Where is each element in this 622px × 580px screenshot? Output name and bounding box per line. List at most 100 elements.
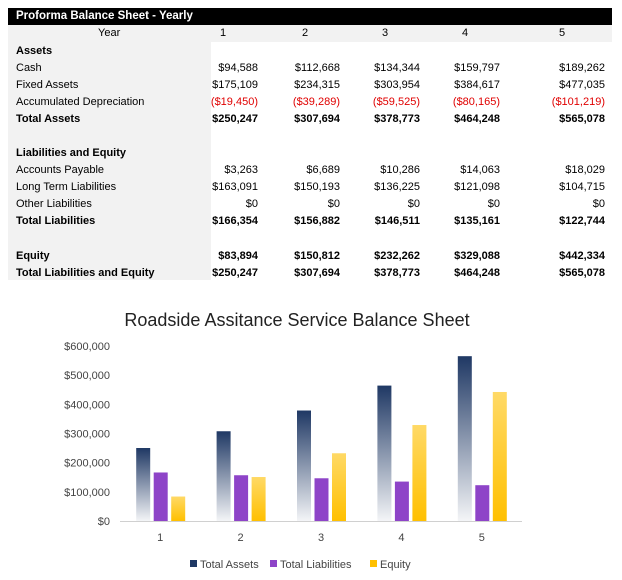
cell-value: ($80,165) bbox=[452, 96, 500, 108]
bar-total-liabilities bbox=[153, 472, 168, 521]
row-label: Total Assets bbox=[16, 113, 81, 125]
cell-value: $384,617 bbox=[454, 79, 500, 91]
cell-value: $150,812 bbox=[294, 250, 340, 262]
cell-value: $464,248 bbox=[454, 113, 500, 125]
cell-value: $250,247 bbox=[212, 267, 258, 279]
year-header: 4 bbox=[461, 27, 469, 39]
row-label: Cash bbox=[16, 62, 42, 74]
table-row: Liabilities and Equity bbox=[8, 145, 612, 162]
year-header-row bbox=[8, 25, 612, 42]
table-row: Accounts Payable $3,263 $6,689 $10,286 $14,0… bbox=[8, 162, 612, 179]
cell-value: $0 bbox=[327, 198, 340, 210]
legend-swatch bbox=[270, 560, 277, 567]
cell-value: $565,078 bbox=[559, 113, 605, 125]
x-tick-label: 3 bbox=[318, 532, 324, 544]
legend-swatch bbox=[370, 560, 377, 567]
x-tick-label: 1 bbox=[157, 532, 163, 544]
cell-value: $112,668 bbox=[294, 62, 340, 74]
cell-value: $378,773 bbox=[374, 113, 420, 125]
cell-value: $10,286 bbox=[380, 164, 420, 176]
cell-value: ($101,219) bbox=[551, 96, 605, 108]
row-label: Assets bbox=[16, 45, 53, 57]
cell-value: $134,344 bbox=[374, 62, 420, 74]
cell-value: $146,511 bbox=[374, 215, 420, 227]
cell-value: $18,029 bbox=[565, 164, 605, 176]
cell-value: $156,882 bbox=[294, 215, 340, 227]
cell-value: $150,193 bbox=[294, 181, 340, 193]
y-tick-label: $100,000 bbox=[64, 487, 110, 499]
cell-value: $234,315 bbox=[294, 79, 340, 91]
bar-total-assets bbox=[216, 431, 231, 521]
label-column bbox=[8, 42, 211, 280]
cell-value: $159,797 bbox=[454, 62, 500, 74]
legend-label: Total Assets bbox=[200, 559, 259, 571]
bar-total-assets bbox=[377, 385, 392, 521]
row-label: Long Term Liabilities bbox=[16, 181, 117, 193]
table-row: Other Liabilities $0 $0 $0 $0 $0 bbox=[8, 196, 612, 213]
year-header: 5 bbox=[558, 27, 566, 39]
table-row: Long Term Liabilities $163,091 $150,193 $13… bbox=[8, 179, 612, 196]
cell-value: $307,694 bbox=[294, 267, 340, 279]
chart-title: Roadside Assitance Service Balance Sheet bbox=[124, 310, 469, 330]
table-row: Assets bbox=[8, 43, 612, 60]
table-row: Total Liabilities and Equity $250,247 $307… bbox=[8, 265, 612, 282]
y-tick-label: $500,000 bbox=[64, 370, 110, 382]
cell-value: $136,225 bbox=[374, 181, 420, 193]
cell-value: $6,689 bbox=[306, 164, 340, 176]
cell-value: ($39,289) bbox=[292, 96, 340, 108]
cell-value: $189,262 bbox=[559, 62, 605, 74]
cell-value: $0 bbox=[245, 198, 258, 210]
bar-equity bbox=[171, 496, 186, 521]
row-label: Accounts Payable bbox=[16, 164, 105, 176]
cell-value: ($59,525) bbox=[372, 96, 420, 108]
legend-swatch bbox=[190, 560, 197, 567]
cell-value: $307,694 bbox=[294, 113, 340, 125]
bar-total-assets bbox=[457, 356, 472, 521]
cell-value: $175,109 bbox=[212, 79, 258, 91]
cell-value: $94,588 bbox=[218, 62, 258, 74]
cell-value: $0 bbox=[487, 198, 500, 210]
bar-total-assets bbox=[136, 448, 151, 521]
cell-value: ($19,450) bbox=[210, 96, 258, 108]
row-label: Other Liabilities bbox=[16, 198, 92, 210]
cell-value: $464,248 bbox=[454, 267, 500, 279]
bar-total-liabilities bbox=[234, 475, 249, 521]
cell-value: $477,035 bbox=[559, 79, 605, 91]
cell-value: $378,773 bbox=[374, 267, 420, 279]
bar-equity bbox=[251, 477, 266, 521]
year-header: 2 bbox=[301, 27, 309, 39]
cell-value: $303,954 bbox=[374, 79, 420, 91]
table-row: Fixed Assets $175,109 $234,315 $303,954 $384… bbox=[8, 77, 612, 94]
cell-value: $0 bbox=[592, 198, 605, 210]
bar-equity bbox=[332, 453, 346, 521]
cell-value: $122,744 bbox=[559, 215, 605, 227]
cell-value: $232,262 bbox=[374, 250, 420, 262]
table-title: Proforma Balance Sheet - Yearly bbox=[8, 8, 612, 25]
cell-value: $3,263 bbox=[224, 164, 258, 176]
y-tick-label: $200,000 bbox=[64, 458, 110, 470]
year-row: Year 1 2 3 4 5 bbox=[8, 25, 612, 42]
y-tick-label: $0 bbox=[98, 516, 110, 528]
legend-label: Equity bbox=[380, 559, 411, 571]
cell-value: $0 bbox=[407, 198, 420, 210]
year-header: 3 bbox=[381, 27, 389, 39]
table-row: Cash $94,588 $112,668 $134,344 $159,797 $189,… bbox=[8, 60, 612, 77]
row-label: Accumulated Depreciation bbox=[16, 96, 145, 108]
row-label: Total Liabilities bbox=[16, 215, 96, 227]
cell-value: $166,354 bbox=[212, 215, 258, 227]
cell-value: $104,715 bbox=[559, 181, 605, 193]
table-row bbox=[8, 230, 612, 247]
bar-total-liabilities bbox=[394, 481, 409, 521]
table-row: Equity $83,894 $150,812 $232,262 $329,088 $44… bbox=[8, 248, 612, 265]
cell-value: $135,161 bbox=[454, 215, 500, 227]
row-label: Total Liabilities and Equity bbox=[16, 267, 155, 279]
cell-value: $442,334 bbox=[559, 250, 605, 262]
year-label: Year bbox=[98, 27, 121, 39]
cell-value: $83,894 bbox=[218, 250, 258, 262]
row-label: Liabilities and Equity bbox=[16, 147, 127, 159]
table-row: Accumulated Depreciation ($19,450) ($39,28… bbox=[8, 94, 612, 111]
y-tick-label: $400,000 bbox=[64, 399, 110, 411]
cell-value: $329,088 bbox=[454, 250, 500, 262]
table-row: Total Assets $250,247 $307,694 $378,773 $464… bbox=[8, 111, 612, 128]
cell-value: $163,091 bbox=[212, 181, 258, 193]
